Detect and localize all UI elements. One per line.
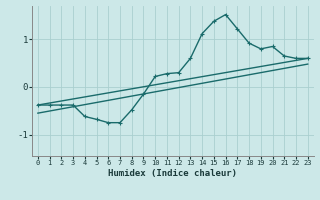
X-axis label: Humidex (Indice chaleur): Humidex (Indice chaleur) [108, 169, 237, 178]
